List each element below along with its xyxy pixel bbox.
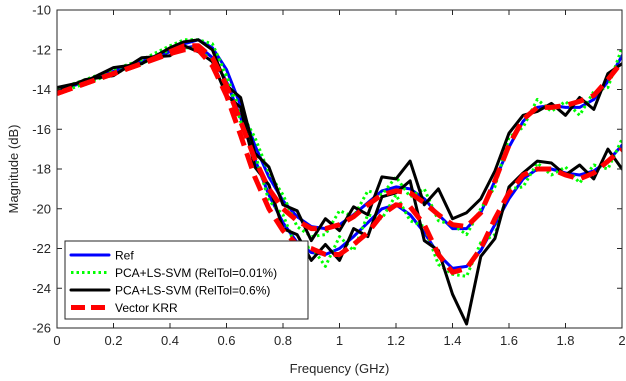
y-tick-label: -18 bbox=[32, 162, 51, 177]
y-tick-label: -20 bbox=[32, 201, 51, 216]
series-layer bbox=[57, 38, 622, 326]
x-axis-title: Frequency (GHz) bbox=[290, 361, 390, 376]
legend-label-1: PCA+LS-SVM (RelTol=0.01%) bbox=[115, 266, 277, 280]
y-tick-label: -10 bbox=[32, 3, 51, 18]
x-tick-label: 0 bbox=[53, 333, 60, 348]
legend-label-2: PCA+LS-SVM (RelTol=0.6%) bbox=[115, 284, 270, 298]
x-tick-label: 2 bbox=[618, 333, 625, 348]
y-tick-label: -24 bbox=[32, 281, 51, 296]
x-tick-label: 1.4 bbox=[443, 333, 461, 348]
y-tick-label: -22 bbox=[32, 241, 51, 256]
x-tick-label: 0.2 bbox=[104, 333, 122, 348]
x-tick-label: 1 bbox=[336, 333, 343, 348]
y-tick-label: -12 bbox=[32, 42, 51, 57]
legend: Ref PCA+LS-SVM (RelTol=0.01%) PCA+LS-SVM (… bbox=[64, 240, 309, 320]
legend-label-3: Vector KRR bbox=[115, 301, 178, 315]
x-tick-label: 1.8 bbox=[556, 333, 574, 348]
series-line-6 bbox=[57, 43, 622, 232]
x-tick-label: 1.6 bbox=[500, 333, 518, 348]
series-line-7 bbox=[57, 47, 622, 275]
x-tick-label: 0.6 bbox=[217, 333, 235, 348]
x-tick-label: 1.2 bbox=[387, 333, 405, 348]
y-tick-label: -14 bbox=[32, 82, 51, 97]
legend-label-0: Ref bbox=[115, 249, 134, 263]
y-tick-label: -26 bbox=[32, 321, 51, 336]
x-tick-label: 0.8 bbox=[274, 333, 292, 348]
x-tick-label: 0.4 bbox=[161, 333, 179, 348]
y-axis-title: Magnitude (dB) bbox=[6, 125, 21, 214]
ticks-layer: 0 0.2 0.4 0.6 0.8 1 1.2 1.4 1.6 1.8 2 -26 -24 -22 -20 -… bbox=[32, 3, 625, 349]
series-line-4 bbox=[57, 38, 622, 243]
y-tick-label: -16 bbox=[32, 122, 51, 137]
